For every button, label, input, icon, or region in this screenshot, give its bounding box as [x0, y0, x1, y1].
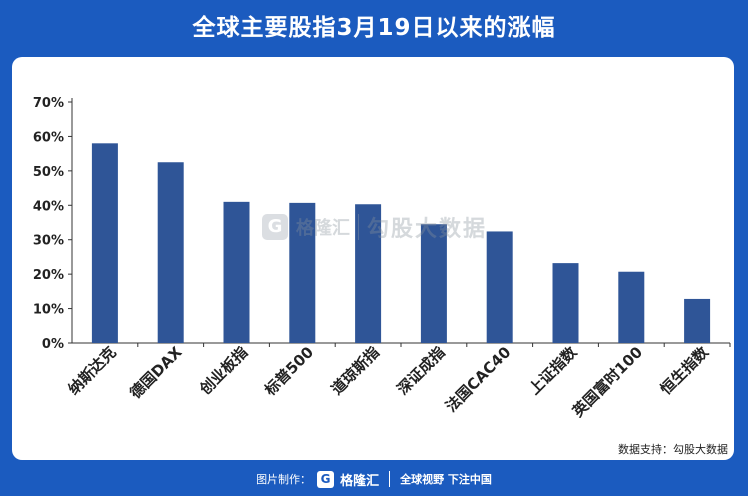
x-tick-label: 英国富时100 — [569, 343, 646, 420]
x-tick-label: 深证成指 — [394, 343, 449, 398]
y-tick-label: 50% — [33, 165, 64, 180]
x-tick-label: 纳斯达克 — [65, 343, 120, 398]
watermark-text: 勾股大数据 — [367, 217, 488, 242]
bar — [289, 202, 316, 343]
x-tick-label: 恒生指数 — [657, 342, 713, 398]
data-source: 数据支持：勾股大数据 — [618, 443, 728, 456]
bar — [552, 263, 579, 343]
bar — [486, 231, 513, 343]
x-tick-label: 德国DAX — [126, 343, 185, 402]
watermark-brand: 格隆汇 — [296, 218, 350, 239]
bar — [684, 298, 711, 343]
y-tick-label: 20% — [33, 268, 64, 283]
x-tick-label: 标普500 — [260, 343, 317, 400]
chart-title: 全球主要股指3月19日以来的涨幅 — [192, 15, 556, 41]
y-tick-label: 10% — [33, 303, 64, 318]
bar — [157, 162, 184, 343]
footer-divider — [389, 471, 391, 487]
y-tick-label: 40% — [33, 199, 64, 214]
y-tick-label: 60% — [33, 130, 64, 145]
bar — [420, 224, 447, 343]
x-tick-label: 创业板指 — [195, 343, 251, 399]
y-tick-labels: 0% 10% 20% 30% 40% 50% 60% 70% — [33, 96, 64, 352]
footer: 图片制作： G 格隆汇 全球视野 下注中国 — [0, 466, 748, 492]
bar — [618, 271, 645, 343]
y-tick-label: 70% — [33, 96, 64, 111]
bar — [91, 143, 118, 343]
y-tick-label: 30% — [33, 234, 64, 249]
footer-brand: 格隆汇 — [340, 473, 380, 489]
chart-bars — [91, 143, 711, 343]
watermark-logo-icon: G — [262, 214, 288, 240]
y-tick-label: 0% — [42, 337, 64, 352]
bar — [223, 201, 250, 343]
watermark: G 格隆汇 勾股大数据 — [262, 211, 487, 243]
bar — [355, 204, 382, 343]
watermark-divider — [358, 214, 359, 240]
footer-made-by: 图片制作： — [256, 473, 312, 486]
x-tick-label: 法国CAC40 — [442, 343, 514, 415]
footer-logo-icon: G — [317, 470, 335, 488]
x-tick-label: 道琼斯指 — [328, 343, 383, 398]
footer-slogan: 全球视野 下注中国 — [400, 473, 492, 486]
x-tick-label: 上证指数 — [525, 342, 581, 398]
